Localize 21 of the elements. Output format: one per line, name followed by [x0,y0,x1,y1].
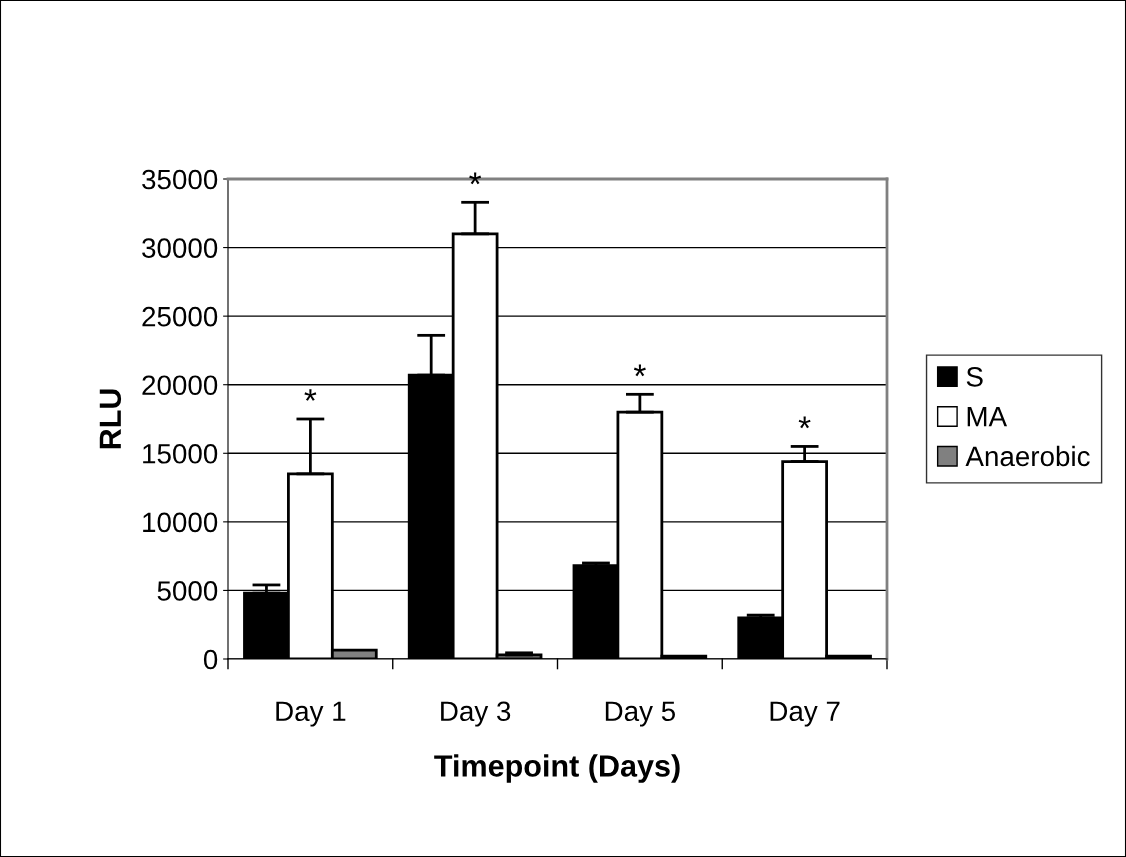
y-tick-label: 0 [203,649,218,670]
x-tick-label: Day 5 [605,701,675,727]
y-tick-label: 20000 [142,375,218,396]
annotation: * [633,364,646,377]
y-tick-label: 30000 [142,238,218,258]
y-axis-title: RLU [99,389,122,449]
legend-label: MA [967,407,1008,427]
x-tick-label: Day 1 [276,701,346,727]
y-tick-label: 15000 [143,443,218,464]
annotation: * [469,172,482,185]
y-tick-label: 35000 [142,169,218,190]
x-tick-label: Day 3 [441,701,511,727]
legend-label: Anaerobic [965,445,1090,467]
annotation: * [798,416,811,429]
y-tick-label: 25000 [142,306,218,327]
legend-label: S [966,367,983,387]
x-axis-title: Timepoint (Days) [434,754,680,783]
annotation: * [304,389,317,401]
y-tick-label: 10000 [143,512,218,533]
x-tick-label: Day 7 [770,701,840,727]
y-tick-label: 5000 [157,581,218,601]
